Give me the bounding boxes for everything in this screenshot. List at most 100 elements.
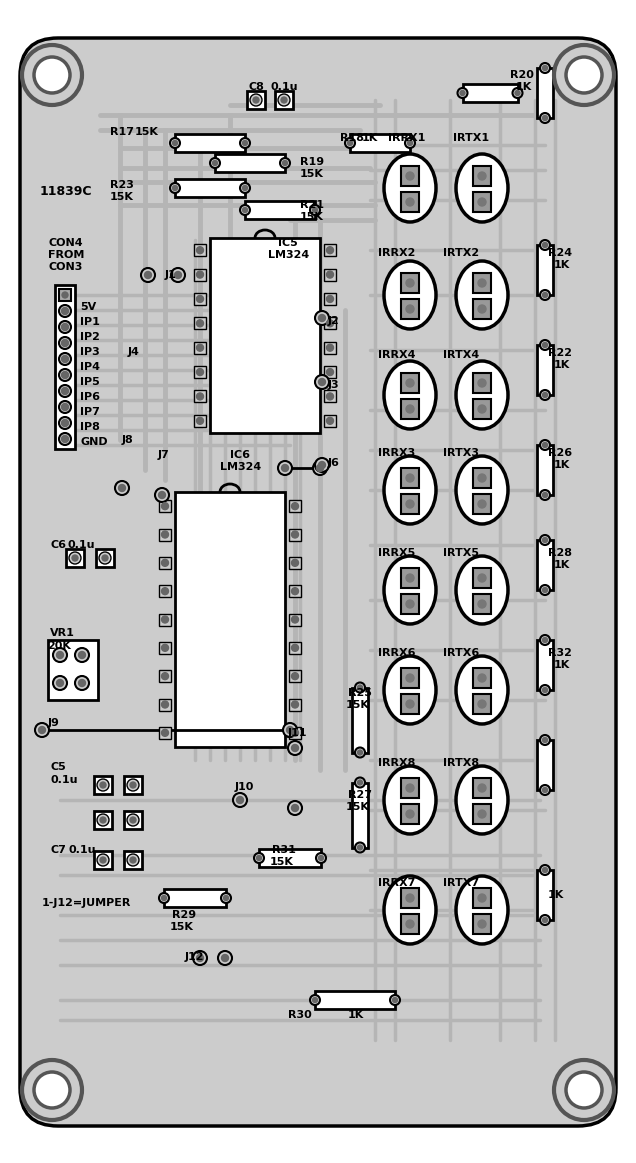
- Circle shape: [543, 293, 548, 298]
- Circle shape: [357, 846, 363, 850]
- Bar: [537, 870, 553, 920]
- Circle shape: [59, 418, 71, 429]
- Text: R26: R26: [548, 448, 572, 458]
- Circle shape: [102, 555, 108, 561]
- Bar: [289, 614, 301, 626]
- Text: J4: J4: [128, 347, 140, 357]
- Circle shape: [540, 113, 550, 123]
- Text: R22: R22: [548, 348, 572, 358]
- Circle shape: [478, 575, 486, 582]
- Bar: [215, 154, 285, 172]
- Circle shape: [478, 809, 486, 818]
- Ellipse shape: [456, 154, 508, 222]
- Circle shape: [242, 141, 247, 145]
- Text: 1-J12=JUMPER: 1-J12=JUMPER: [42, 898, 132, 908]
- Circle shape: [250, 94, 262, 106]
- Circle shape: [540, 865, 550, 875]
- Circle shape: [282, 160, 287, 165]
- Bar: [473, 373, 491, 393]
- Bar: [473, 192, 491, 212]
- Circle shape: [78, 651, 85, 658]
- Circle shape: [312, 207, 317, 213]
- Circle shape: [221, 893, 231, 902]
- Circle shape: [406, 784, 414, 792]
- Circle shape: [478, 379, 486, 387]
- Circle shape: [291, 587, 298, 594]
- Bar: [401, 914, 419, 934]
- Circle shape: [406, 379, 414, 387]
- Text: IRRX6: IRRX6: [378, 648, 415, 658]
- Circle shape: [115, 481, 129, 495]
- Circle shape: [540, 785, 550, 795]
- Text: J11: J11: [288, 728, 307, 739]
- Circle shape: [127, 779, 139, 791]
- Bar: [401, 694, 419, 714]
- Text: 15K: 15K: [270, 857, 294, 866]
- Circle shape: [326, 344, 333, 351]
- Circle shape: [543, 442, 548, 448]
- Bar: [352, 687, 368, 752]
- Ellipse shape: [384, 361, 436, 429]
- Bar: [159, 500, 171, 512]
- Bar: [401, 166, 419, 186]
- Circle shape: [158, 492, 165, 499]
- Circle shape: [390, 996, 400, 1005]
- Text: R20: R20: [510, 70, 534, 80]
- Circle shape: [406, 500, 414, 508]
- Circle shape: [543, 392, 548, 398]
- Circle shape: [282, 464, 289, 471]
- Bar: [159, 585, 171, 597]
- Circle shape: [62, 387, 69, 394]
- Circle shape: [57, 679, 64, 686]
- Text: IRTX5: IRTX5: [443, 548, 479, 558]
- Circle shape: [118, 485, 125, 492]
- Text: 15K: 15K: [300, 169, 324, 179]
- Bar: [473, 273, 491, 293]
- Ellipse shape: [456, 876, 508, 944]
- Circle shape: [478, 475, 486, 481]
- Text: IP1: IP1: [80, 317, 100, 327]
- Circle shape: [543, 637, 548, 642]
- Circle shape: [141, 267, 155, 281]
- Circle shape: [34, 1072, 70, 1108]
- Bar: [124, 776, 142, 794]
- Text: J8: J8: [122, 435, 134, 445]
- Circle shape: [170, 138, 180, 148]
- Circle shape: [62, 323, 69, 330]
- Text: J9: J9: [48, 718, 60, 728]
- Circle shape: [406, 475, 414, 481]
- Text: LM324: LM324: [220, 462, 261, 472]
- Circle shape: [62, 371, 69, 378]
- Circle shape: [197, 295, 204, 302]
- Circle shape: [155, 488, 169, 502]
- Bar: [473, 568, 491, 588]
- Circle shape: [540, 635, 550, 645]
- Circle shape: [540, 440, 550, 450]
- Bar: [401, 668, 419, 688]
- Circle shape: [59, 401, 71, 413]
- Bar: [537, 245, 553, 295]
- Text: IRRX7: IRRX7: [378, 878, 415, 889]
- Bar: [473, 594, 491, 614]
- Bar: [473, 694, 491, 714]
- Text: 0.1u: 0.1u: [67, 540, 95, 550]
- Text: R24: R24: [548, 248, 572, 258]
- Circle shape: [326, 295, 333, 302]
- Circle shape: [310, 205, 320, 215]
- Bar: [537, 345, 553, 395]
- Text: IRTX8: IRTX8: [443, 758, 479, 768]
- Bar: [124, 851, 142, 869]
- Circle shape: [162, 701, 169, 708]
- Text: 1K: 1K: [548, 890, 564, 900]
- Circle shape: [162, 587, 169, 594]
- Bar: [289, 528, 301, 541]
- Ellipse shape: [384, 766, 436, 834]
- Ellipse shape: [456, 556, 508, 625]
- Text: C5: C5: [50, 762, 66, 772]
- Circle shape: [355, 748, 365, 757]
- Circle shape: [172, 186, 177, 191]
- Bar: [473, 668, 491, 688]
- Text: CON4: CON4: [48, 238, 83, 248]
- Circle shape: [406, 600, 414, 608]
- Bar: [462, 84, 518, 102]
